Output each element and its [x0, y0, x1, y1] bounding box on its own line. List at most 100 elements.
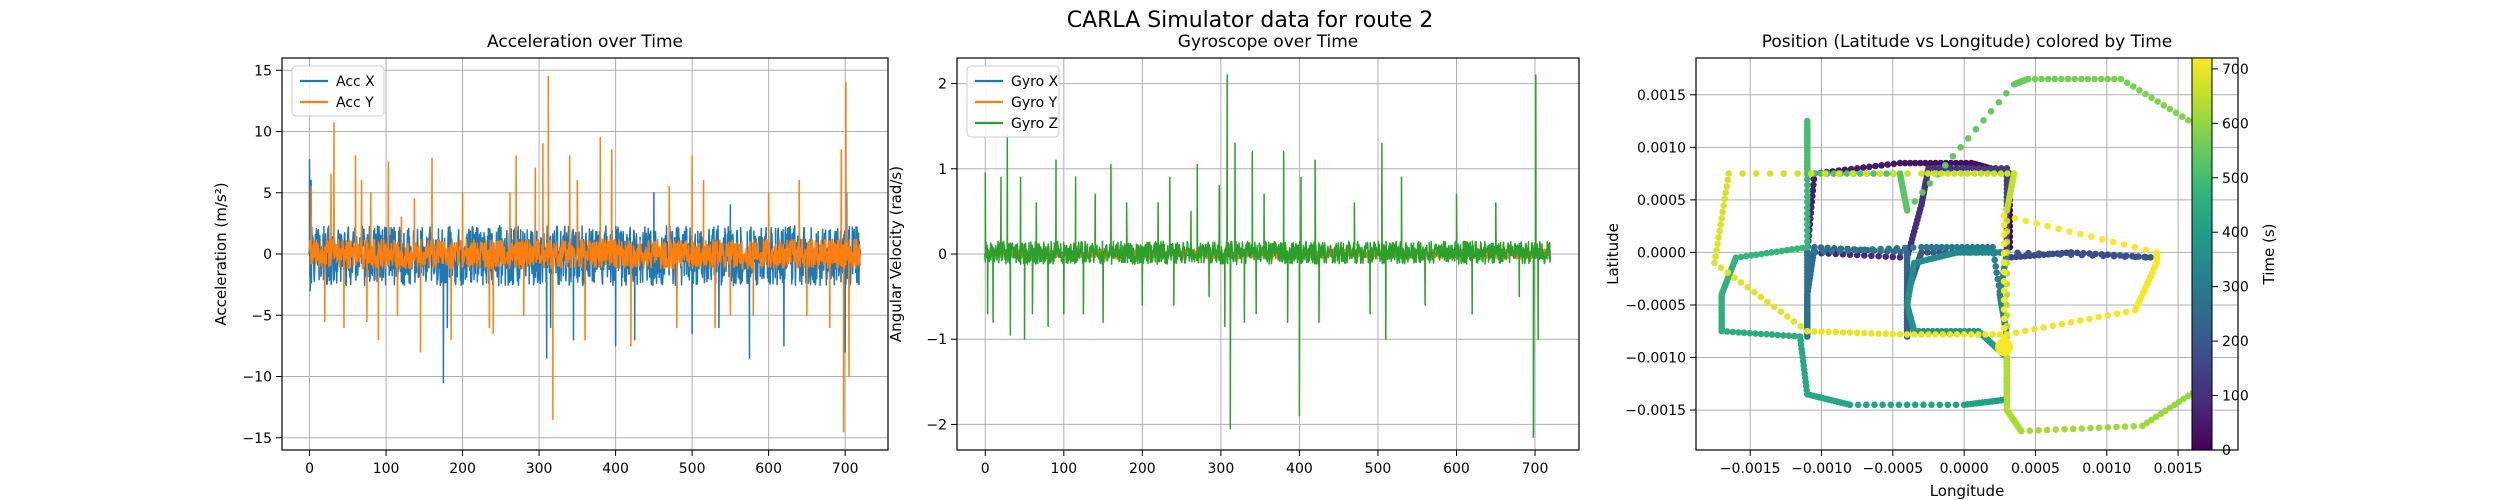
position-point: [2121, 253, 2128, 260]
position-point: [2067, 251, 2075, 258]
position-point: [2052, 426, 2060, 433]
position-point: [2091, 75, 2098, 83]
position-point: [2098, 236, 2106, 243]
position-point: [2066, 228, 2073, 235]
colorbar-tick-label: 600: [2222, 116, 2249, 132]
position-point: [1788, 246, 1796, 253]
position-point: [2089, 252, 2096, 259]
position-point: [1879, 401, 1886, 409]
y-tick-label: −0.0005: [1625, 298, 1686, 314]
position-point: [1725, 170, 1733, 177]
position-point: [1713, 246, 1720, 254]
position-point: [1737, 253, 1745, 261]
position-point: [1773, 248, 1780, 255]
colorbar-tick-label: 200: [2222, 334, 2249, 350]
position-point: [1924, 249, 1931, 256]
position-point: [1882, 330, 1889, 338]
position-point: [1763, 249, 1770, 257]
position-point: [1884, 161, 1891, 168]
position-point: [1853, 251, 1861, 259]
position-point: [1998, 165, 2005, 172]
position-point: [2097, 75, 2105, 83]
x-tick-label: −0.0015: [1720, 461, 1781, 477]
x-tick-label: 0: [981, 461, 990, 477]
position-point: [1910, 331, 1918, 338]
position-point: [1987, 108, 1995, 115]
position-point: [1860, 164, 1867, 171]
position-point: [1729, 328, 1737, 336]
position-point: [1991, 256, 1998, 264]
position-point: [1839, 329, 1847, 336]
colorbar-tick-label: 100: [2222, 389, 2249, 405]
position-point: [1820, 248, 1827, 255]
position-point: [1889, 330, 1897, 338]
y-tick-label: −1: [926, 332, 947, 348]
position-point: [1832, 328, 1840, 336]
colorbar-tick-label: 700: [2222, 62, 2249, 78]
position-point: [2043, 426, 2051, 434]
x-tick-label: 0: [305, 461, 314, 477]
position-point: [1843, 170, 1851, 177]
position-point: [1778, 247, 1786, 255]
chart-title: Position (Latitude vs Longitude) colored…: [1762, 32, 2173, 52]
series-line-acc-y: [308, 75, 862, 433]
position-point: [2031, 75, 2039, 83]
legend-label: Acc Y: [336, 95, 374, 111]
y-tick-label: 15: [254, 63, 272, 79]
x-tick-label: 400: [602, 461, 629, 477]
position-point: [1923, 243, 1930, 251]
x-tick-label: −0.0010: [1791, 461, 1852, 477]
position-point: [1979, 243, 1986, 251]
position-point: [1804, 221, 1811, 228]
position-point: [1926, 180, 1934, 187]
x-tick-label: 500: [679, 461, 706, 477]
position-point: [2040, 324, 2047, 331]
position-point: [1854, 401, 1862, 409]
position-point: [1901, 244, 1909, 252]
position-point: [1948, 243, 1956, 251]
position-point: [1981, 165, 1988, 172]
position-point: [1876, 170, 1884, 177]
x-tick-label: 700: [832, 461, 859, 477]
x-tick-label: 600: [1443, 461, 1470, 477]
position-point: [1724, 328, 1731, 335]
position-point: [1889, 253, 1897, 261]
position-point: [1783, 246, 1791, 254]
position-point: [1968, 159, 1975, 167]
position-point: [1960, 331, 1968, 338]
position-point: [2147, 253, 2154, 261]
position-point: [1882, 253, 1889, 260]
position-point: [1947, 165, 1955, 172]
position-point: [1896, 253, 1904, 261]
position-point: [1732, 254, 1740, 261]
position-point: [1804, 204, 1811, 212]
position-point: [1804, 238, 1811, 245]
position-point: [1810, 181, 1817, 189]
position-point: [2000, 259, 2008, 266]
legend-label: Gyro X: [1011, 74, 1059, 90]
position-point: [2086, 315, 2093, 323]
position-point: [1804, 210, 1811, 217]
position-point: [1721, 195, 1728, 203]
position-point: [1793, 245, 1801, 252]
position-point: [1798, 244, 1806, 252]
position-point: [1943, 243, 1951, 251]
gyroscope-chart: 0 100 200 300 400 500 600 700 −2 −1 0 1 2 Gyroscope o…: [887, 32, 1580, 477]
position-point: [1810, 175, 1818, 183]
position-point: [1753, 251, 1760, 258]
position-point: [1712, 253, 1719, 260]
position-point: [1936, 165, 1943, 172]
position-point: [1968, 331, 1975, 338]
position-point: [2000, 324, 2008, 332]
position-point: [1835, 170, 1843, 177]
colorbar-tick-label: 0: [2222, 443, 2231, 459]
legend: Acc X Acc Y: [291, 65, 385, 117]
position-point: [1724, 269, 1732, 277]
legend-label: Gyro Z: [1011, 116, 1058, 132]
position-point: [1752, 330, 1759, 337]
position-point: [2104, 75, 2112, 83]
position-point: [1932, 159, 1939, 167]
position-point: [1984, 170, 1991, 177]
position-point: [1930, 165, 1938, 172]
position-point: [2153, 249, 2160, 256]
